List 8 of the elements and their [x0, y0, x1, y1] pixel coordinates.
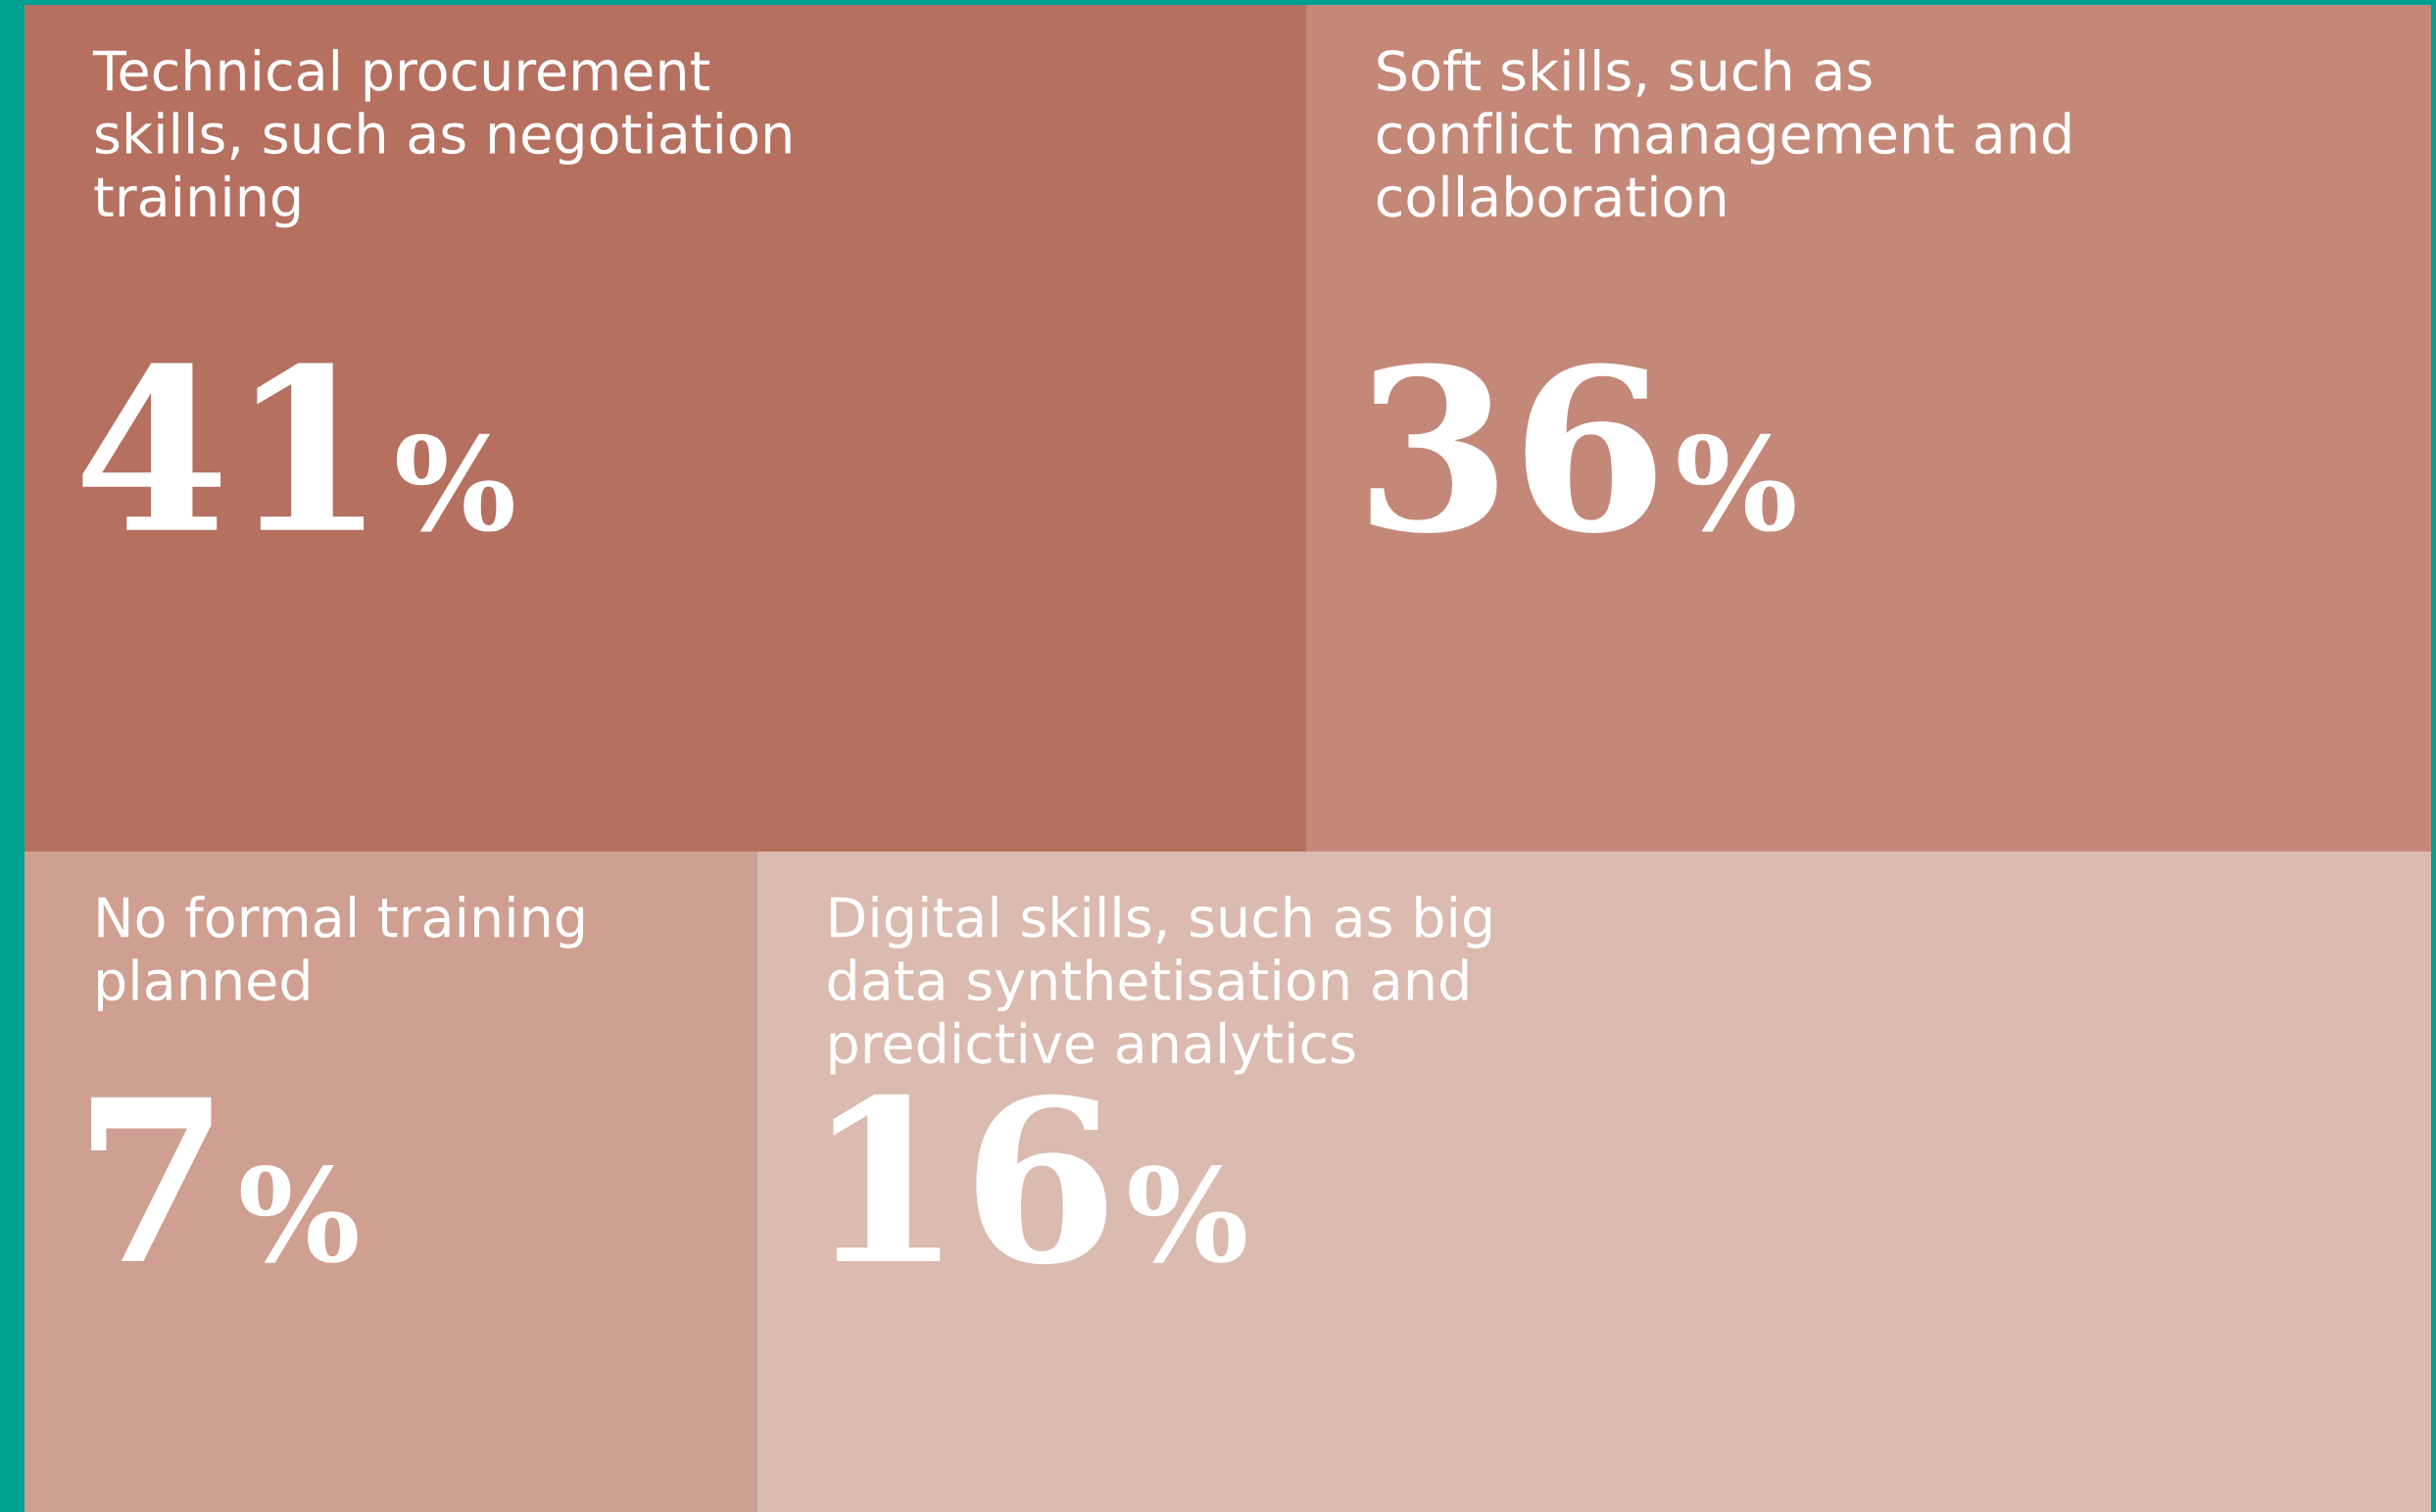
category-label: Technical procurement skills, such as negotiation training [92, 49, 791, 228]
data-label: 16% [833, 1094, 1246, 1265]
data-label: 7% [91, 1097, 358, 1263]
category-label: Soft skills, such as conflict management and collaboration [1377, 49, 2071, 218]
data-label: 41% [82, 363, 513, 532]
category-label: Digital skills, such as big data synthetisation and predictive analytics [828, 896, 1491, 1075]
category-label: No formal training planned [98, 896, 584, 1012]
data-label: 36% [1370, 363, 1795, 533]
